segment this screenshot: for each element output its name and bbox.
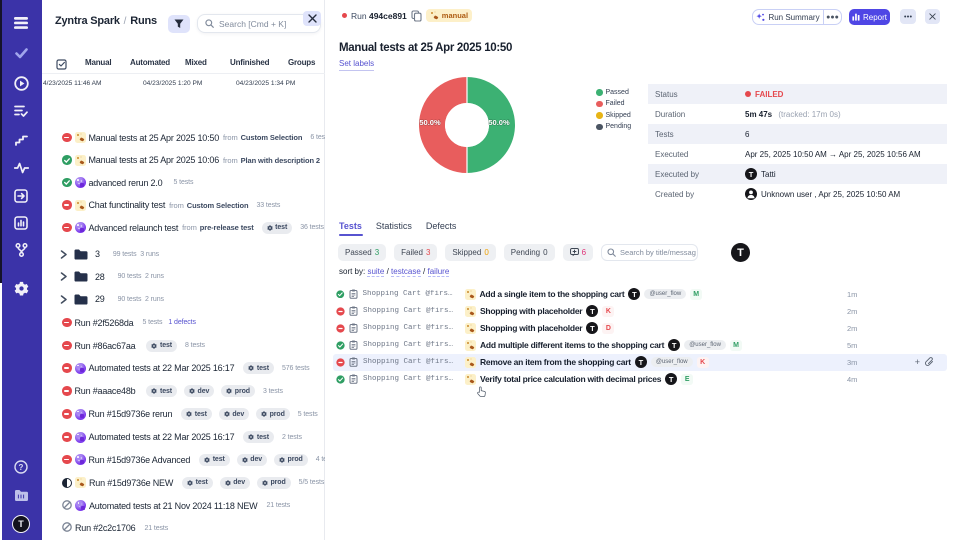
svg-text:?: ? — [19, 463, 24, 472]
svg-text:50.0%: 50.0% — [488, 118, 510, 127]
svg-text:50.0%: 50.0% — [419, 118, 441, 127]
